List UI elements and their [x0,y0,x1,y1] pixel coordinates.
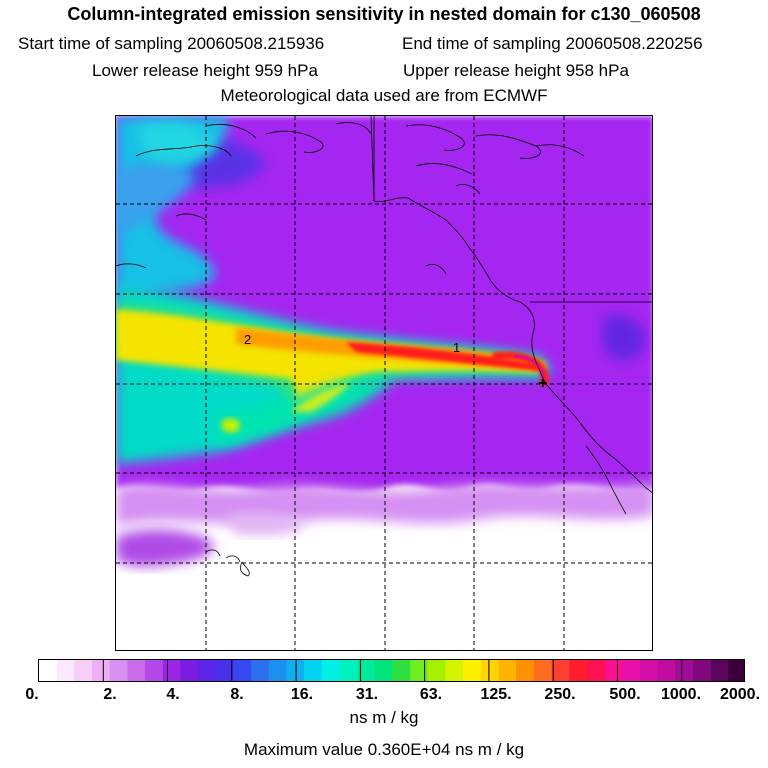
colorbar-segment [463,660,482,681]
colorbar-tick-2: 2. [103,686,117,703]
colorbar-segment [286,660,305,681]
start-time-value: 20060508.215936 [187,34,325,53]
lower-release-line: Lower release height 959 hPa [92,61,318,81]
colorbar-tick-63: 63. [419,686,443,703]
colorbar-segment [551,660,570,681]
colorbar-segment [657,660,676,681]
colorbar-segment [710,660,729,681]
colorbar-tick-2000: 2000. [719,686,761,703]
colorbar-segment [268,660,288,681]
colorbar-segment [109,660,128,681]
upper-release-label: Upper release height [403,61,561,80]
upper-release-value: 958 hPa [565,61,629,80]
start-time-line: Start time of sampling 20060508.215936 [18,34,324,54]
colorbar-tick-8: 8. [230,686,244,703]
colorbar-segment [233,660,252,681]
colorbar-segment [692,660,712,681]
coastlines [116,116,652,577]
colorbar-segment [39,660,58,681]
colorbar-segment [445,660,464,681]
colorbar-segment [180,660,199,681]
colorbar-segment [639,660,659,681]
map-canvas: 2 1 + [116,116,652,650]
plume-label-1: 1 [453,340,460,355]
lat-lon-grid [116,116,652,650]
colorbar-segment [728,660,744,681]
colorbar-segment [56,660,75,681]
maximum-value-line: Maximum value 0.360E+04 ns m / kg [0,740,768,760]
colorbar-canvas [39,660,744,681]
colorbar-segment [410,660,429,681]
colorbar-segment [127,660,146,681]
plume-red-core [346,342,541,371]
colorbar-tick-250: 250. [544,686,576,703]
plume-small-yellow [222,418,240,433]
purple-patch-south [226,512,306,535]
colorbar-segment [569,660,588,681]
colorbar-segment [215,660,235,681]
colorbar-segment [304,660,323,681]
colorbar-tick-16: 16. [290,686,314,703]
colorbar-segment [339,660,358,681]
colorbar-segment [74,660,93,681]
maximum-value-label: Maximum value [243,740,363,759]
colorbar-tick-0: 0. [25,686,39,703]
colorbar-segment [145,660,164,681]
colorbar-segment [604,660,623,681]
cyan-field-northwest [116,116,228,296]
end-time-value: 20060508.220256 [565,34,703,53]
colorbar-tick-31: 31. [355,686,379,703]
colorbar-tick-500: 500. [609,686,641,703]
colorbar-segment [533,660,553,681]
colorbar-units: ns m / kg [349,708,419,727]
plume-hook-magenta [514,354,546,380]
colorbar-segment [586,660,606,681]
plume-yellow [116,310,545,408]
purple-patch-southwest [116,529,214,567]
lower-release-label: Lower release height [92,61,250,80]
colorbar-segment [498,660,517,681]
blue-patch-east [601,314,646,361]
colorbar-segment [357,660,376,681]
colorbar-segment [162,660,182,681]
upper-release-line: Upper release height 958 hPa [403,61,629,81]
colorbar-tick-125: 125. [480,686,512,703]
release-location-marker: + [538,375,547,392]
colorbar-segment [198,660,217,681]
colorbar-segment [516,660,535,681]
colorbar-segment [480,660,500,681]
cyan-wisp-2 [136,122,216,162]
lower-release-value: 959 hPa [254,61,318,80]
sensitivity-map: 2 1 + [115,115,653,651]
colorbar-segment [92,660,111,681]
colorbar-segment [374,660,394,681]
colorbar-segment [251,660,270,681]
maximum-value: 0.360E+04 ns m / kg [367,740,525,759]
colorbar-segment [622,660,641,681]
colorbar-segment [392,660,411,681]
colorbar [38,659,745,682]
end-time-label: End time of sampling [402,34,561,53]
colorbar-segment [321,660,341,681]
colorbar-tick-4: 4. [166,686,180,703]
end-time-line: End time of sampling 20060508.220256 [402,34,703,54]
colorbar-segment [427,660,447,681]
met-data-line: Meteorological data used are from ECMWF [220,86,548,105]
figure-title: Column-integrated emission sensitivity i… [67,4,701,24]
colorbar-tick-1000: 1000. [660,686,702,703]
start-time-label: Start time of sampling [18,34,183,53]
plume-lower-yellow [291,382,351,412]
colorbar-segment [675,660,694,681]
cyan-wisp [116,161,196,236]
plume-label-2: 2 [244,332,251,347]
